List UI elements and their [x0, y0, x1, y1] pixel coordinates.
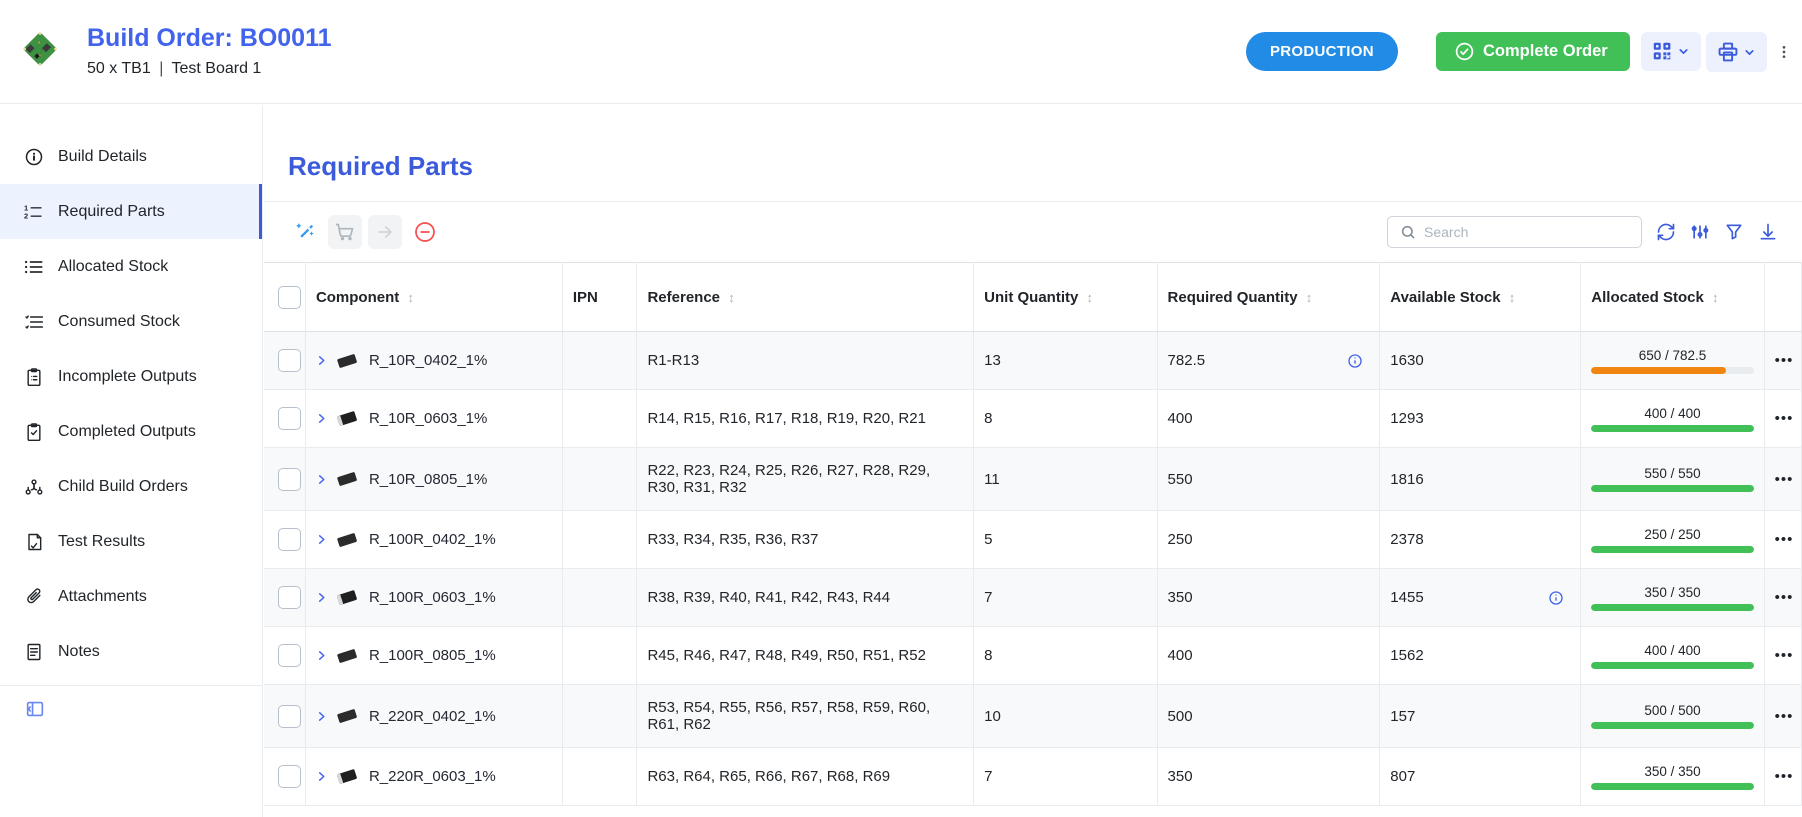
- svg-text:2: 2: [24, 211, 28, 220]
